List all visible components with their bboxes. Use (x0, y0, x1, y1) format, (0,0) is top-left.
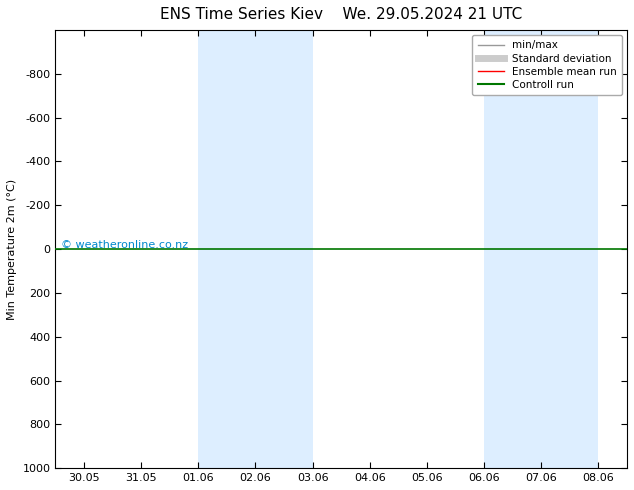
Bar (484, 30, 598, 468)
Text: © weatheronline.co.nz: © weatheronline.co.nz (61, 240, 188, 250)
Legend: min/max, Standard deviation, Ensemble mean run, Controll run: min/max, Standard deviation, Ensemble me… (472, 35, 622, 95)
Y-axis label: Min Temperature 2m (°C): Min Temperature 2m (°C) (7, 178, 17, 319)
Bar (198, 30, 313, 468)
Title: ENS Time Series Kiev    We. 29.05.2024 21 UTC: ENS Time Series Kiev We. 29.05.2024 21 U… (160, 7, 522, 22)
